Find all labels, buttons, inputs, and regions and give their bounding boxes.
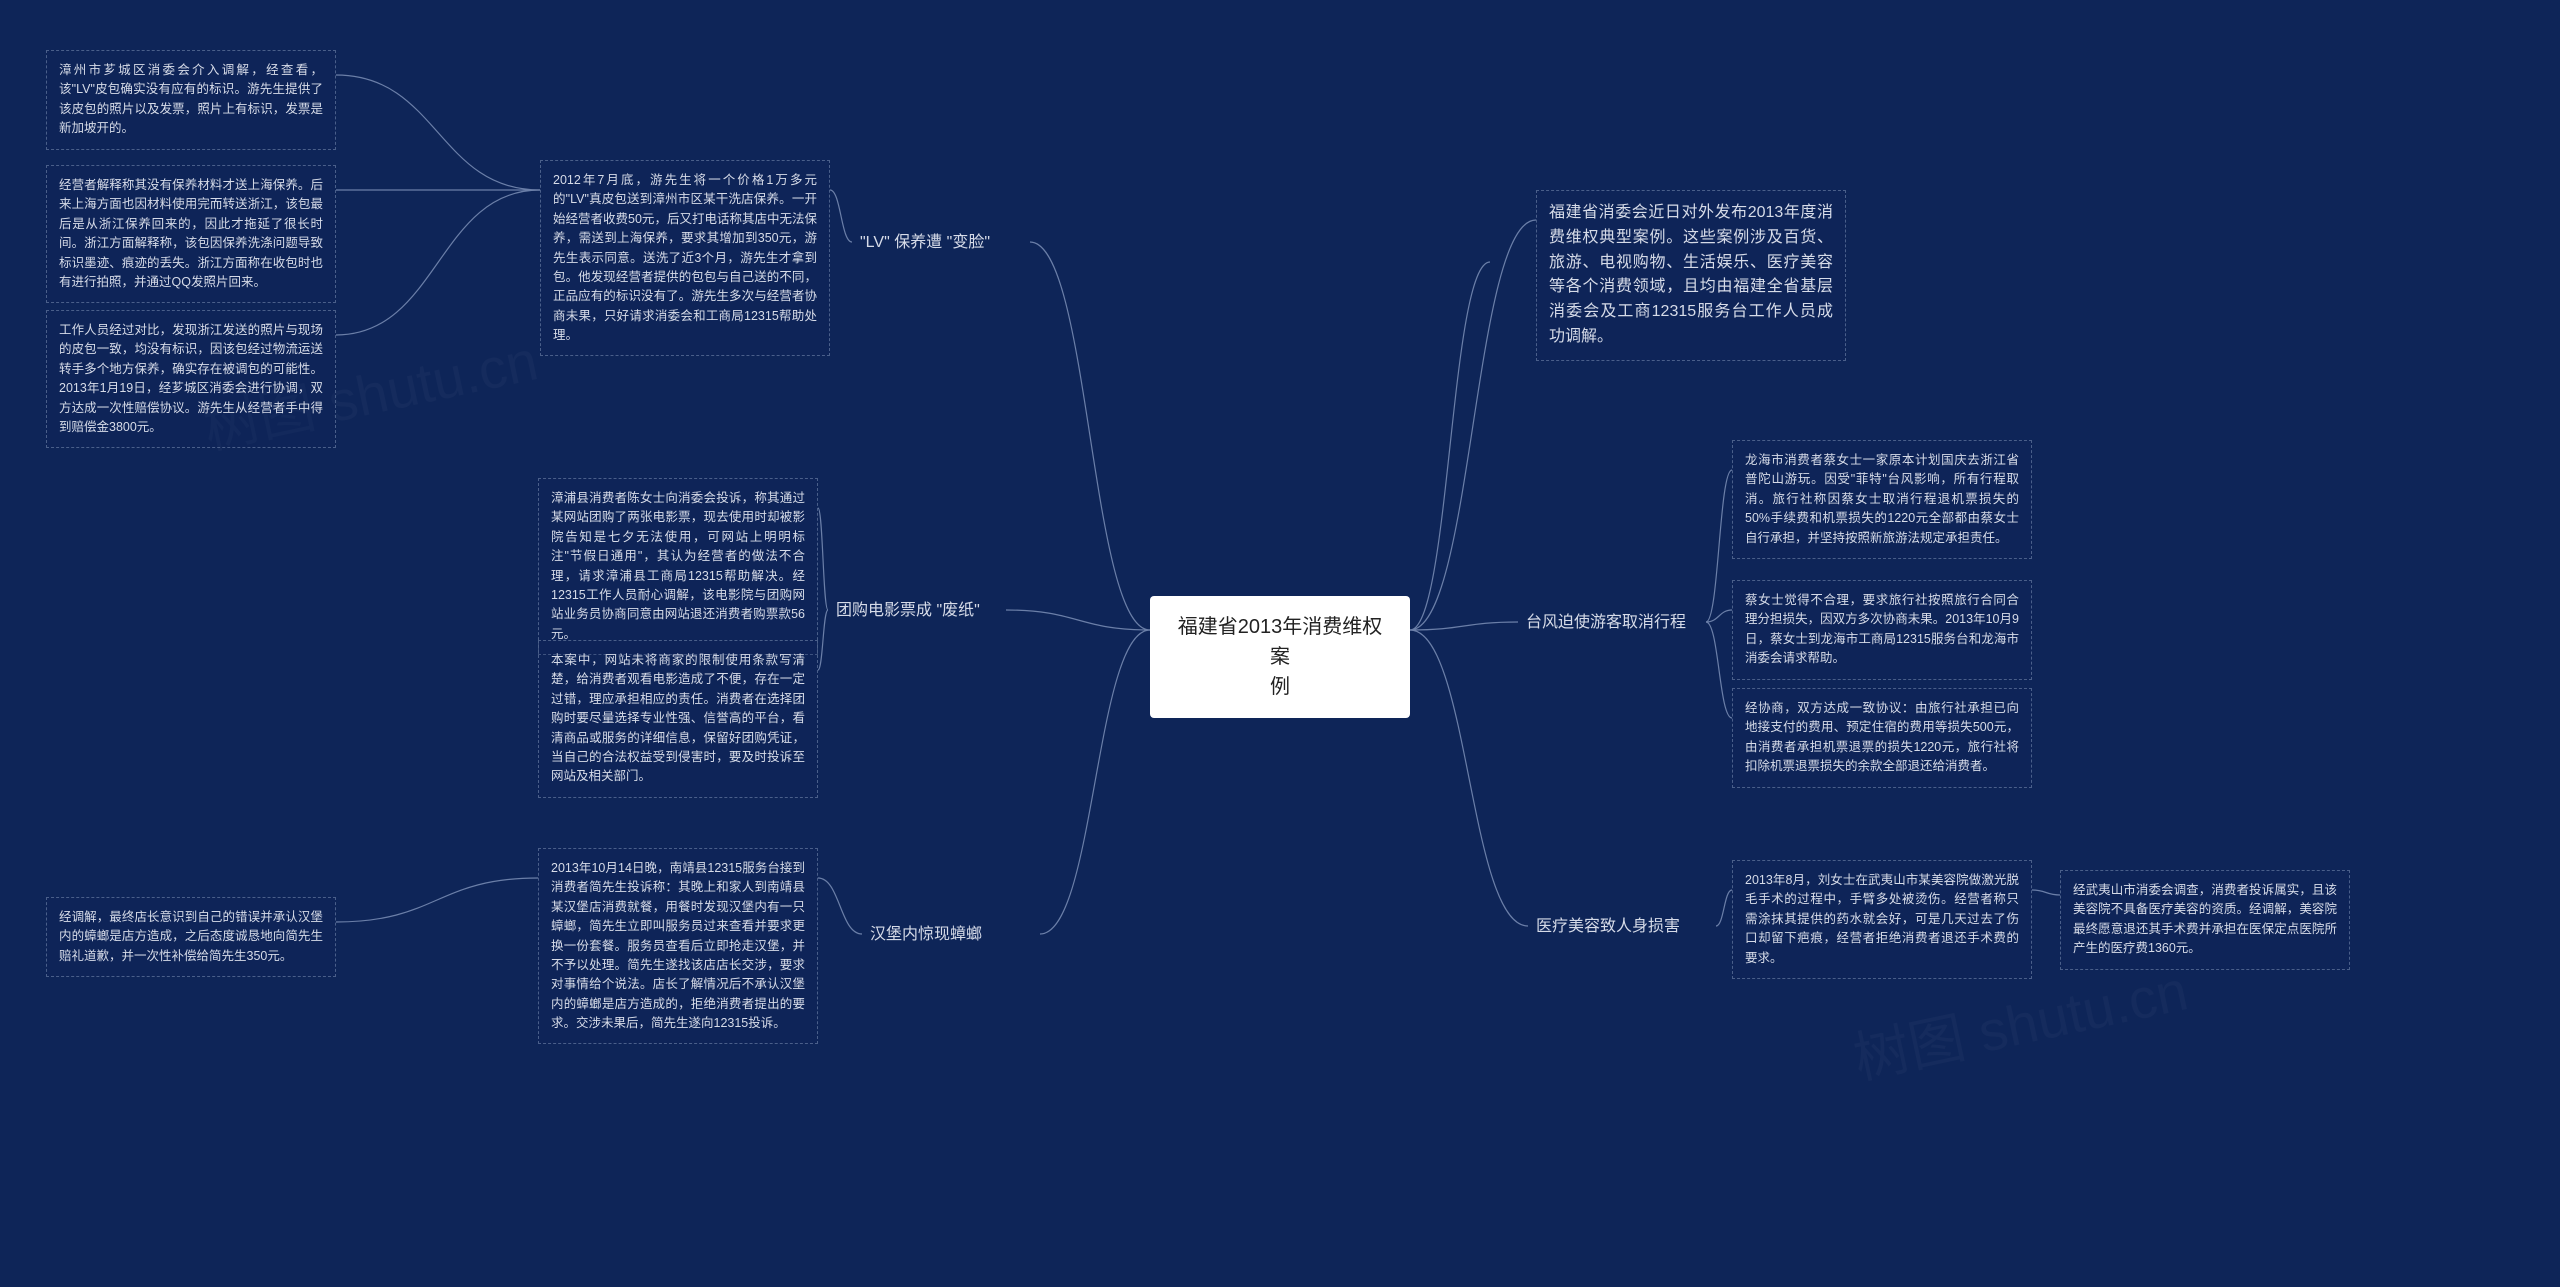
detail-box: 龙海市消费者蔡女士一家原本计划国庆去浙江省普陀山游玩。因受"菲特"台风影响，所有… bbox=[1732, 440, 2032, 559]
branch-label: 汉堡内惊现蟑螂 bbox=[870, 924, 982, 946]
detail-box: 工作人员经过对比，发现浙江发送的照片与现场的皮包一致，均没有标识，因该包经过物流… bbox=[46, 310, 336, 448]
detail-box: 经调解，最终店长意识到自己的错误并承认汉堡内的蟑螂是店方造成，之后态度诚恳地向简… bbox=[46, 897, 336, 977]
detail-box: 漳州市芗城区消委会介入调解，经查看，该"LV"皮包确实没有应有的标识。游先生提供… bbox=[46, 50, 336, 150]
detail-box: 经营者解释称其没有保养材料才送上海保养。后来上海方面也因材料使用完而转送浙江，该… bbox=[46, 165, 336, 303]
detail-box: 经协商，双方达成一致协议：由旅行社承担已向地接支付的费用、预定住宿的费用等损失5… bbox=[1732, 688, 2032, 788]
detail-box: 本案中，网站未将商家的限制使用条款写清楚，给消费者观看电影造成了不便，存在一定过… bbox=[538, 640, 818, 798]
center-title-1: 福建省2013年消费维权案 bbox=[1178, 616, 1383, 668]
branch-label: 医疗美容致人身损害 bbox=[1536, 916, 1680, 938]
branch-label: 团购电影票成 "废纸" bbox=[836, 600, 980, 622]
detail-box: 福建省消委会近日对外发布2013年度消费维权典型案例。这些案例涉及百货、旅游、电… bbox=[1536, 190, 1846, 361]
branch-label: 台风迫使游客取消行程 bbox=[1526, 612, 1686, 634]
detail-box: 漳浦县消费者陈女士向消委会投诉，称其通过某网站团购了两张电影票，现去使用时却被影… bbox=[538, 478, 818, 655]
branch-label: "LV" 保养遭 "变脸" bbox=[860, 232, 990, 254]
detail-box: 2012年7月底，游先生将一个价格1万多元的"LV"真皮包送到漳州市区某干洗店保… bbox=[540, 160, 830, 356]
detail-box: 经武夷山市消委会调查，消费者投诉属实，且该美容院不具备医疗美容的资质。经调解，美… bbox=[2060, 870, 2350, 970]
detail-box: 2013年8月，刘女士在武夷山市某美容院做激光脱毛手术的过程中，手臂多处被烫伤。… bbox=[1732, 860, 2032, 979]
detail-box: 2013年10月14日晚，南靖县12315服务台接到消费者简先生投诉称：其晚上和… bbox=[538, 848, 818, 1044]
center-title-2: 例 bbox=[1270, 676, 1290, 698]
detail-box: 蔡女士觉得不合理，要求旅行社按照旅行合同合理分担损失，因双方多次协商未果。201… bbox=[1732, 580, 2032, 680]
center-node: 福建省2013年消费维权案 例 bbox=[1150, 596, 1410, 718]
